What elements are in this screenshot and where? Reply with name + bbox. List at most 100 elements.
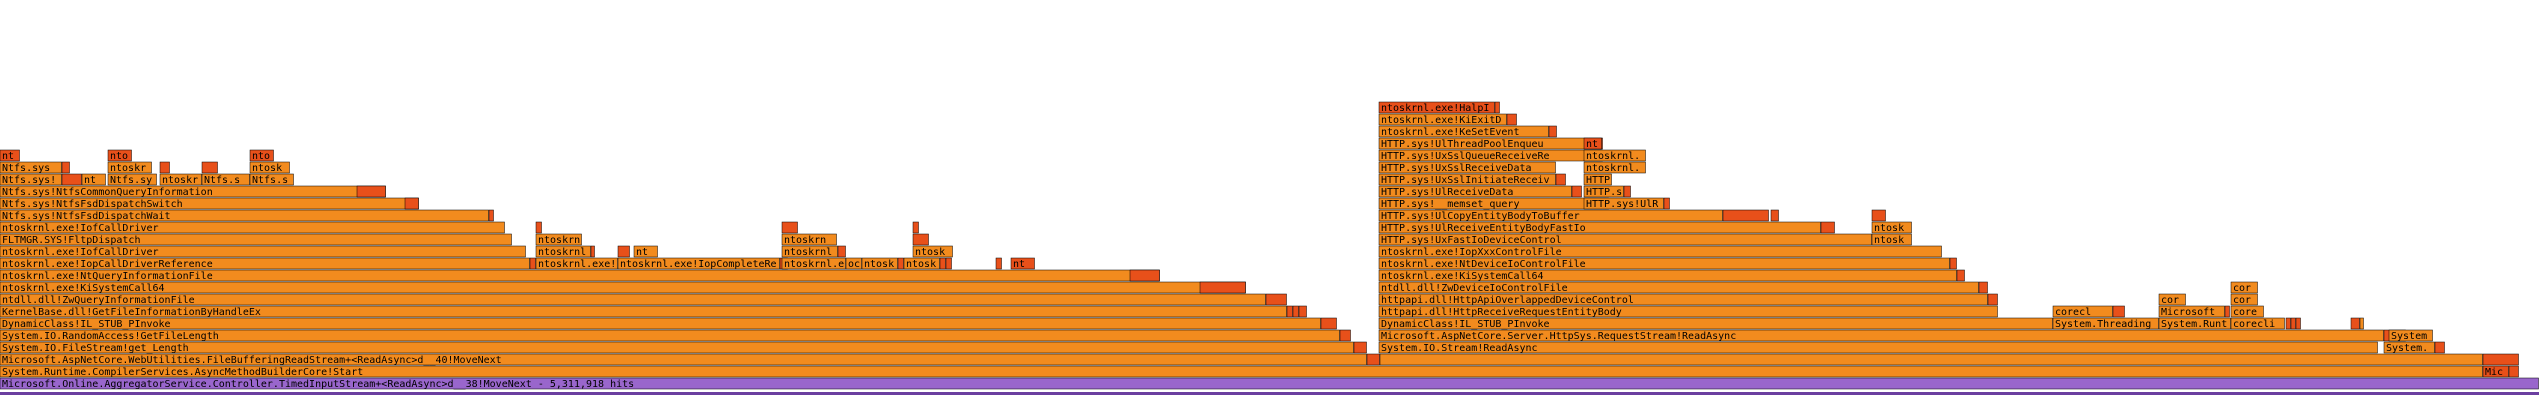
flame-frame[interactable]: ntosk <box>249 161 290 174</box>
flame-frame[interactable]: Mic <box>2482 365 2509 378</box>
flame-frame-bar[interactable] <box>1320 317 1337 330</box>
flame-frame[interactable]: HTTP <box>1583 173 1612 186</box>
flame-frame[interactable] <box>897 257 904 270</box>
flame-frame-bar[interactable] <box>2158 293 2186 306</box>
flame-frame[interactable]: ntoskrnl.exe!NtQueryInformationFile <box>0 269 1160 282</box>
flame-frame-bar[interactable] <box>1378 209 1723 222</box>
flame-frame[interactable]: System.Runtime.CompilerServices.AsyncMet… <box>0 365 2483 378</box>
flame-frame-bar[interactable] <box>0 305 1287 318</box>
flame-frame-bar[interactable] <box>488 209 494 222</box>
flame-frame[interactable]: HTTP.sys!UlReceiveData <box>1378 185 1572 198</box>
flame-frame-bar[interactable] <box>1571 185 1582 198</box>
flame-frame-bar[interactable] <box>1871 221 1912 234</box>
flame-frame[interactable]: HTTP.sys!UxFastIoDeviceControl <box>1378 233 1872 246</box>
flame-frame[interactable]: System. <box>2383 341 2435 354</box>
flame-frame[interactable]: ntoskrnl. <box>1583 161 1646 174</box>
flame-frame-bar[interactable] <box>903 257 940 270</box>
flame-frame-bar[interactable] <box>201 173 250 186</box>
flame-frame[interactable]: ntosk <box>861 257 898 270</box>
flame-frame[interactable]: httpapi.dll!HttpApiOverlappedDeviceContr… <box>1378 293 1988 306</box>
flame-frame-bar[interactable] <box>1987 293 1998 306</box>
flame-frame-bar[interactable] <box>2350 317 2360 330</box>
flame-frame-bar[interactable] <box>2230 305 2264 318</box>
flame-frame[interactable] <box>2359 317 2364 330</box>
flame-frame[interactable]: System.Threading <box>2052 317 2159 330</box>
flame-frame-bar[interactable] <box>1265 293 1287 306</box>
flame-frame-bar[interactable] <box>201 161 218 174</box>
flame-frame[interactable]: ntoskr <box>159 173 202 186</box>
flame-frame[interactable]: ntoskrnl.exe!IopCallDriverReference <box>0 257 530 270</box>
flame-frame[interactable]: nto <box>249 149 274 162</box>
flame-frame-bar[interactable] <box>1583 149 1646 162</box>
flame-frame-bar[interactable] <box>1378 233 1872 246</box>
flame-frame[interactable] <box>1978 281 1988 294</box>
flame-frame-bar[interactable] <box>617 245 630 258</box>
flame-frame-bar[interactable] <box>2285 317 2291 330</box>
flame-frame[interactable] <box>2112 305 2125 318</box>
flame-frame[interactable] <box>488 209 494 222</box>
flame-frame-bar[interactable] <box>2388 329 2433 342</box>
flame-frame-bar[interactable] <box>1379 353 2483 366</box>
flame-frame-bar[interactable] <box>535 233 582 246</box>
flame-frame-bar[interactable] <box>1378 269 1957 282</box>
flame-frame-bar[interactable] <box>1292 305 1299 318</box>
flame-frame-bar[interactable] <box>0 245 526 258</box>
flame-frame[interactable]: ntoskrnl.exe!KiExitD <box>1378 113 1507 126</box>
flame-frame-bar[interactable] <box>2230 281 2258 294</box>
flame-frame[interactable]: ntoskrnl.exe!IopCompleteRe <box>617 257 780 270</box>
flame-frame[interactable]: System.IO.RandomAccess!GetFileLength <box>0 329 1340 342</box>
flame-frame-bar[interactable] <box>249 161 290 174</box>
flame-frame[interactable]: cor <box>2230 293 2258 306</box>
flame-frame-bar[interactable] <box>1378 281 1979 294</box>
flame-frame-bar[interactable] <box>0 341 1354 354</box>
flame-frame[interactable] <box>201 161 218 174</box>
flame-frame-bar[interactable] <box>1129 269 1160 282</box>
flame-frame-bar[interactable] <box>781 245 838 258</box>
flame-frame-bar[interactable] <box>1583 173 1612 186</box>
flame-frame[interactable] <box>1339 329 1351 342</box>
flame-frame-bar[interactable] <box>2052 317 2159 330</box>
flame-frame[interactable] <box>404 197 419 210</box>
flame-frame[interactable]: FLTMGR.SYS!FltpDispatch <box>0 233 512 246</box>
flame-frame-bar[interactable] <box>249 173 294 186</box>
flame-frame[interactable] <box>2482 353 2519 366</box>
flame-frame-bar[interactable] <box>1378 101 1495 114</box>
flame-frame-bar[interactable] <box>529 257 536 270</box>
flame-frame-bar[interactable] <box>2383 341 2435 354</box>
flame-frame[interactable]: Ntfs.sys!NtfsFsdDispatchWait <box>0 209 489 222</box>
flame-frame[interactable]: Ntfs.s <box>201 173 250 186</box>
flame-frame[interactable]: core <box>2230 305 2264 318</box>
flame-frame[interactable]: ntoskrnl <box>535 245 591 258</box>
flame-frame-bar[interactable] <box>1339 329 1351 342</box>
flame-frame[interactable] <box>781 221 798 234</box>
flame-frame[interactable] <box>2290 317 2296 330</box>
flame-frame-bar[interactable] <box>107 173 157 186</box>
flame-frame[interactable] <box>2434 341 2445 354</box>
flame-frame[interactable] <box>1298 305 1307 318</box>
flame-frame[interactable]: ntoskrnl.exe! <box>535 257 618 270</box>
flame-frame[interactable] <box>1571 185 1582 198</box>
flame-frame[interactable]: Ntfs.s <box>249 173 294 186</box>
flame-frame-bar[interactable] <box>159 161 170 174</box>
flame-frame[interactable]: HTTP.sys!UlR <box>1583 197 1664 210</box>
flame-frame[interactable]: nt <box>1010 257 1035 270</box>
flame-frame[interactable] <box>1871 209 1886 222</box>
flame-frame-bar[interactable] <box>61 173 82 186</box>
flame-frame-bar[interactable] <box>1494 101 1500 114</box>
flame-frame-bar[interactable] <box>0 365 2483 378</box>
flame-frame-bar[interactable] <box>2230 293 2258 306</box>
flame-frame[interactable]: oc <box>845 257 862 270</box>
flame-frame[interactable] <box>1353 341 1367 354</box>
flame-frame[interactable]: System.Runt <box>2158 317 2231 330</box>
flame-frame[interactable]: HTTP.sys!UxSslReceiveData <box>1378 161 1556 174</box>
flame-frame-bar[interactable] <box>535 257 618 270</box>
flame-frame[interactable] <box>1199 281 1246 294</box>
flame-frame[interactable] <box>2508 365 2519 378</box>
flame-frame-bar[interactable] <box>2295 317 2301 330</box>
flame-frame[interactable]: Ntfs.sy <box>107 173 157 186</box>
flame-frame-bar[interactable] <box>1378 185 1572 198</box>
flame-frame[interactable] <box>1129 269 1160 282</box>
flame-frame[interactable]: Ntfs.sys! <box>0 173 62 186</box>
flame-frame-bar[interactable] <box>1820 221 1835 234</box>
flame-frame-bar[interactable] <box>1298 305 1307 318</box>
